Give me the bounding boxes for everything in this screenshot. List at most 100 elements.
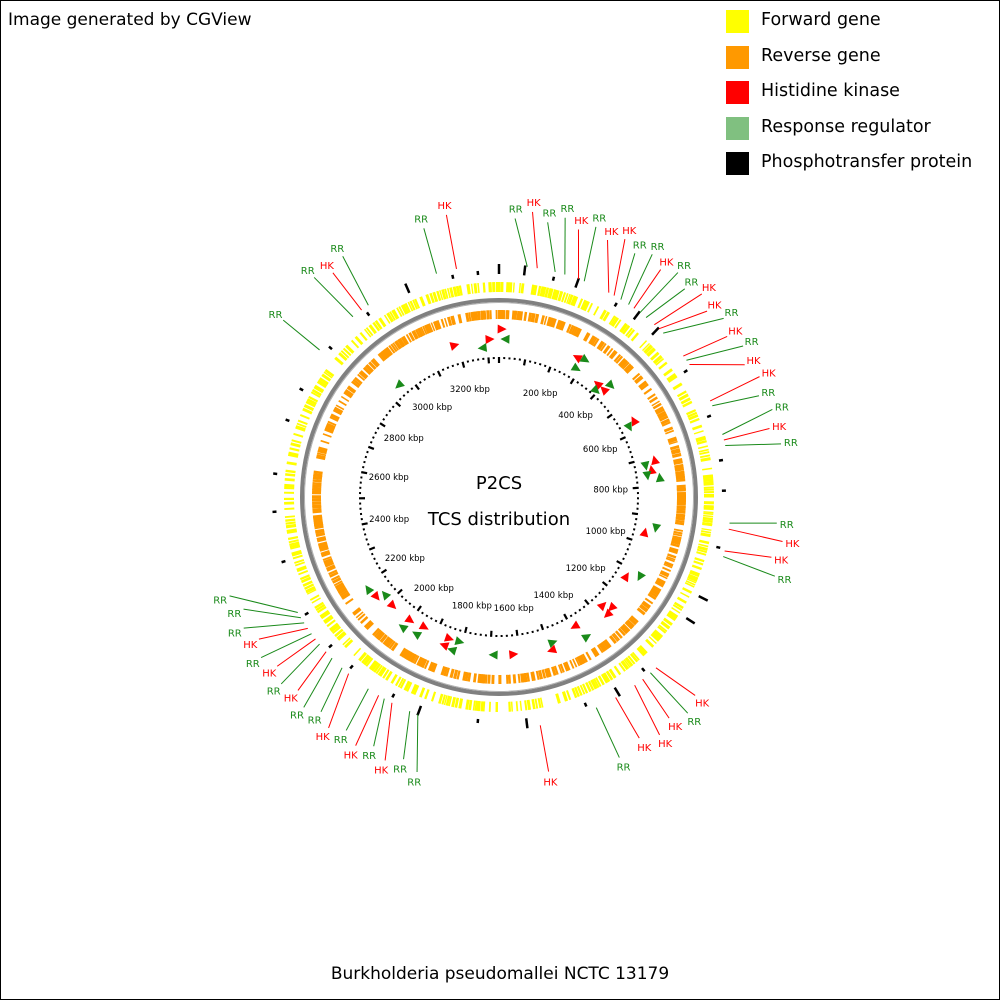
reverse-gene-mark [574, 327, 580, 337]
reverse-gene-mark [483, 674, 486, 684]
forward-gene-mark [655, 357, 665, 366]
reverse-gene-mark [585, 651, 592, 661]
reverse-gene-mark [317, 541, 328, 546]
forward-gene-mark [608, 669, 616, 679]
reverse-gene-mark [604, 639, 612, 648]
reverse-gene-mark [427, 661, 434, 671]
reverse-gene-mark [592, 647, 600, 657]
reverse-gene-mark [635, 376, 644, 385]
forward-gene-mark [515, 701, 519, 712]
scale-tick [372, 436, 375, 439]
legend-swatch [726, 10, 749, 33]
forward-gene-mark [300, 576, 312, 584]
scale-tick [434, 619, 438, 623]
scale-tick [578, 608, 582, 612]
rr-arrow [570, 362, 581, 372]
reverse-gene-mark [548, 317, 553, 327]
forward-gene-mark [303, 404, 315, 412]
rr-arrow [590, 384, 600, 395]
reverse-gene-mark [675, 516, 685, 519]
phosphotransfer-tick [613, 302, 618, 308]
reverse-gene-mark [597, 341, 605, 351]
reverse-gene-mark [313, 517, 323, 522]
forward-gene-mark [321, 373, 332, 382]
hk-label: HK [344, 750, 359, 761]
scale-tick [611, 575, 615, 579]
forward-gene-mark [445, 695, 451, 706]
reverse-gene-mark [664, 561, 674, 568]
scale-tick [444, 623, 447, 627]
scale-tick [436, 370, 442, 377]
feature-leader-line [723, 556, 776, 577]
reverse-gene-mark [316, 537, 327, 543]
hk-label: HK [668, 722, 683, 733]
feature-leader-line [260, 633, 312, 658]
forward-gene-mark [468, 699, 473, 711]
forward-gene-mark [648, 636, 657, 644]
phosphotransfer-tick [328, 345, 333, 351]
reverse-gene-mark [313, 470, 323, 475]
forward-gene-mark [452, 286, 458, 297]
reverse-gene-mark [511, 310, 516, 320]
forward-gene-mark [703, 511, 714, 514]
forward-gene-mark [627, 655, 636, 665]
reverse-gene-mark [628, 616, 638, 626]
reverse-gene-mark [312, 484, 322, 488]
phosphotransfer-tick [718, 458, 724, 462]
reverse-gene-mark [329, 571, 339, 578]
forward-gene-mark [299, 414, 310, 420]
forward-gene-mark [379, 667, 387, 677]
reverse-gene-mark [312, 514, 323, 519]
scale-tick [576, 381, 580, 384]
feature-leader-line [725, 443, 782, 446]
forward-gene-mark [680, 591, 690, 598]
reverse-gene-mark [344, 389, 354, 397]
hk-label: HK [262, 668, 277, 679]
hk-label: HK [243, 640, 258, 651]
forward-gene-mark [289, 447, 300, 452]
scale-tick [412, 605, 416, 609]
reverse-gene-mark [612, 632, 621, 641]
reverse-gene-mark [535, 670, 540, 680]
feature-leader-line [514, 218, 528, 267]
forward-gene-mark [373, 663, 382, 673]
reverse-gene-mark [424, 324, 432, 334]
hk-arrow [449, 342, 460, 351]
forward-gene-mark [432, 291, 439, 303]
forward-gene-mark [696, 439, 707, 445]
reverse-gene-mark [658, 573, 668, 580]
rr-label: RR [407, 778, 421, 789]
forward-gene-mark [610, 316, 617, 326]
reverse-gene-mark [471, 311, 476, 321]
rr-label: RR [213, 595, 227, 606]
reverse-gene-mark [312, 505, 322, 509]
reverse-gene-mark [673, 530, 683, 535]
forward-gene-mark [476, 700, 480, 712]
hk-label: HK [438, 201, 453, 212]
forward-gene-mark [295, 426, 306, 432]
feature-leader-line [645, 288, 686, 318]
forward-gene-mark [537, 697, 542, 709]
reverse-gene-mark [517, 673, 521, 683]
forward-gene-mark [390, 673, 398, 684]
reverse-gene-mark [676, 478, 686, 483]
legend-swatch [726, 152, 749, 175]
reverse-gene-mark [320, 439, 330, 445]
reverse-gene-mark [543, 315, 548, 326]
forward-gene-mark [508, 282, 513, 293]
feature-leader-line [532, 211, 538, 269]
scale-tick [546, 625, 549, 629]
forward-gene-mark [329, 622, 339, 632]
reverse-gene-mark [659, 571, 669, 578]
forward-gene-mark [399, 678, 407, 689]
forward-gene-mark [324, 368, 335, 378]
forward-gene-mark [653, 629, 664, 638]
forward-gene-mark [444, 288, 449, 299]
reverse-gene-mark [388, 345, 396, 354]
forward-gene-mark [510, 701, 514, 712]
reverse-gene-mark [322, 433, 332, 438]
forward-gene-mark [441, 289, 447, 300]
reverse-gene-mark [326, 422, 336, 429]
scale-tick [416, 605, 422, 612]
